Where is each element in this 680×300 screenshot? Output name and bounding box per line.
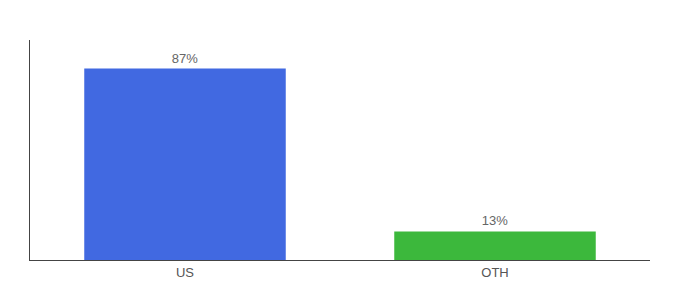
svg-text:13%: 13%: [482, 213, 508, 228]
svg-text:US: US: [176, 265, 194, 280]
svg-text:87%: 87%: [172, 51, 198, 66]
svg-text:OTH: OTH: [481, 265, 508, 280]
